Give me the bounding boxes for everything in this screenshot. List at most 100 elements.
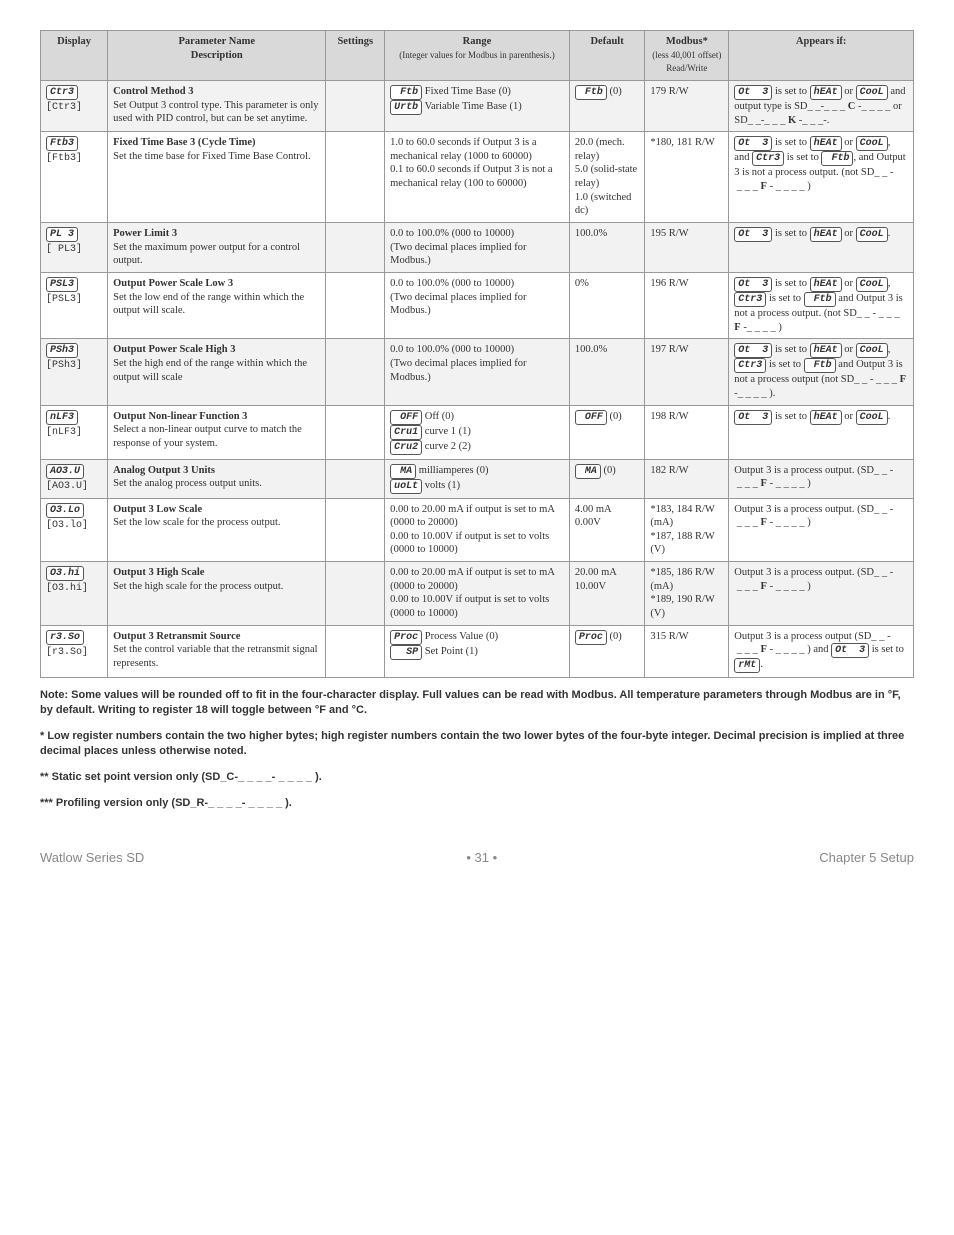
cell-appears: Ot 3 is set to hEAt or CooL and output t… — [729, 80, 914, 131]
cell-range: 0.0 to 100.0% (000 to 10000)(Two decimal… — [385, 339, 570, 405]
display-seg: Ctr3 — [46, 85, 78, 100]
cell-display: PSh3[PSh3] — [41, 339, 108, 405]
param-name: Power Limit 3 — [113, 228, 177, 239]
cell-appears: Ot 3 is set to hEAt or CooL, Ctr3 is set… — [729, 339, 914, 405]
display-code: [Ctr3] — [46, 102, 82, 113]
display-seg: PSh3 — [46, 343, 78, 358]
cell-default: 100.0% — [569, 339, 645, 405]
param-desc: Set Output 3 control type. This paramete… — [113, 100, 318, 125]
cell-modbus: 198 R/W — [645, 405, 729, 459]
cell-param: Output 3 Low Scale Set the low scale for … — [108, 498, 326, 562]
table-row: r3.So[r3.So]Output 3 Retransmit SourceSe… — [41, 625, 914, 678]
cell-range: 0.0 to 100.0% (000 to 10000)(Two decimal… — [385, 223, 570, 273]
cell-appears: Output 3 is a process output. (SD_ _ - _… — [729, 459, 914, 498]
cell-default: 4.00 mA0.00V — [569, 498, 645, 562]
cell-param: Fixed Time Base 3 (Cycle Time) Set the ti… — [108, 132, 326, 223]
note-profiling: *** Profiling version only (SD_R-_ _ _ _… — [40, 796, 914, 811]
param-name: Output Power Scale High 3 — [113, 344, 235, 355]
display-seg: O3.hi — [46, 566, 84, 581]
display-code: [Ftb3] — [46, 153, 82, 164]
param-name: Fixed Time Base 3 (Cycle Time) — [113, 137, 255, 148]
cell-display: AO3.U [AO3.U] — [41, 459, 108, 498]
cell-settings — [326, 459, 385, 498]
cell-param: Output Power Scale Low 3Set the low end … — [108, 272, 326, 338]
param-name: Output Power Scale Low 3 — [113, 278, 233, 289]
header-range-sub: (Integer values for Modbus in parenthesi… — [399, 50, 554, 60]
param-desc: Set the maximum power output for a contr… — [113, 242, 300, 267]
display-seg: PSL3 — [46, 277, 78, 292]
param-name: Analog Output 3 Units — [113, 465, 215, 476]
cell-modbus: 196 R/W — [645, 272, 729, 338]
cell-range: MA milliamperes (0)uoLt volts (1) — [385, 459, 570, 498]
cell-modbus: 197 R/W — [645, 339, 729, 405]
param-name: Control Method 3 — [113, 86, 193, 97]
cell-param: Output Non-linear Function 3Select a non… — [108, 405, 326, 459]
table-row: Ctr3 [Ctr3] Control Method 3 Set Output 3 c… — [41, 80, 914, 131]
cell-param: Power Limit 3 Set the maximum power outpu… — [108, 223, 326, 273]
table-row: PSL3 [PSL3] Output Power Scale Low 3Set th… — [41, 272, 914, 338]
cell-settings — [326, 405, 385, 459]
param-desc: Set the low scale for the process output… — [113, 517, 280, 528]
cell-range: OFF Off (0)Cru1 curve 1 (1)Cru2 curve 2 … — [385, 405, 570, 459]
display-seg: PL 3 — [46, 227, 78, 242]
cell-range: Ftb Fixed Time Base (0)Urtb Variable Tim… — [385, 80, 570, 131]
cell-range: 0.00 to 20.00 mA if output is set to mA … — [385, 498, 570, 562]
cell-default: 100.0% — [569, 223, 645, 273]
cell-settings — [326, 132, 385, 223]
cell-modbus: 182 R/W — [645, 459, 729, 498]
cell-default: Ftb (0) — [569, 80, 645, 131]
table-row: Ftb3 [Ftb3] Fixed Time Base 3 (Cycle Time)… — [41, 132, 914, 223]
cell-modbus: 315 R/W — [645, 625, 729, 678]
param-name: Output 3 Low Scale — [113, 504, 202, 515]
param-desc: Set the time base for Fixed Time Base Co… — [113, 151, 310, 162]
header-modbus: Modbus* (less 40,001 offset) Read/Write — [645, 31, 729, 81]
display-code: [PSL3] — [46, 294, 82, 305]
cell-settings — [326, 223, 385, 273]
cell-settings — [326, 272, 385, 338]
table-row: nLF3[nLF3]Output Non-linear Function 3Se… — [41, 405, 914, 459]
param-desc: Select a non-linear output curve to matc… — [113, 424, 302, 449]
param-desc: Set the high end of the range within whi… — [113, 358, 307, 383]
cell-modbus: 195 R/W — [645, 223, 729, 273]
display-code: [O3.hi] — [46, 583, 88, 594]
cell-param: Analog Output 3 UnitsSet the analog proc… — [108, 459, 326, 498]
cell-appears: Ot 3 is set to hEAt or CooL. — [729, 405, 914, 459]
cell-settings — [326, 625, 385, 678]
display-code: [AO3.U] — [46, 481, 88, 492]
cell-display: O3.Lo[O3.lo] — [41, 498, 108, 562]
cell-display: O3.hi [O3.hi] — [41, 562, 108, 626]
cell-range: 1.0 to 60.0 seconds if Output 3 is a mec… — [385, 132, 570, 223]
param-name: Output 3 High Scale — [113, 567, 204, 578]
header-range: Range (Integer values for Modbus in pare… — [385, 31, 570, 81]
cell-settings — [326, 80, 385, 131]
page-footer: Watlow Series SD • 31 • Chapter 5 Setup — [40, 850, 914, 865]
display-code: [r3.So] — [46, 647, 88, 658]
display-seg: r3.So — [46, 630, 84, 645]
cell-display: PL 3[ PL3] — [41, 223, 108, 273]
cell-param: Control Method 3 Set Output 3 control typ… — [108, 80, 326, 131]
display-seg: Ftb3 — [46, 136, 78, 151]
cell-settings — [326, 339, 385, 405]
cell-appears: Output 3 is a process output. (SD_ _ - _… — [729, 562, 914, 626]
cell-appears: Ot 3 is set to hEAt or CooL, and Ctr3 is… — [729, 132, 914, 223]
display-seg: nLF3 — [46, 410, 78, 425]
cell-modbus: 179 R/W — [645, 80, 729, 131]
cell-display: r3.So [r3.So] — [41, 625, 108, 678]
cell-range: Proc Process Value (0) SP Set Point (1) — [385, 625, 570, 678]
cell-modbus: *180, 181 R/W — [645, 132, 729, 223]
cell-modbus: *183, 184 R/W (mA)*187, 188 R/W (V) — [645, 498, 729, 562]
cell-modbus: *185, 186 R/W (mA)*189, 190 R/W (V) — [645, 562, 729, 626]
footer-right: Chapter 5 Setup — [819, 850, 914, 865]
parameter-table: Display Parameter Name Description Setti… — [40, 30, 914, 678]
header-modbus-sub: (less 40,001 offset) Read/Write — [652, 50, 721, 74]
table-row: PSh3[PSh3] Output Power Scale High 3 Set t… — [41, 339, 914, 405]
table-row: AO3.U [AO3.U] Analog Output 3 UnitsSet the… — [41, 459, 914, 498]
header-pname-label: Parameter Name — [179, 36, 255, 47]
param-desc: Set the control variable that the retran… — [113, 644, 317, 669]
cell-default: OFF (0) — [569, 405, 645, 459]
header-default: Default — [569, 31, 645, 81]
param-desc: Set the high scale for the process outpu… — [113, 581, 283, 592]
display-seg: AO3.U — [46, 464, 84, 479]
cell-settings — [326, 562, 385, 626]
cell-default: 20.0 (mech. relay)5.0 (solid-state relay… — [569, 132, 645, 223]
